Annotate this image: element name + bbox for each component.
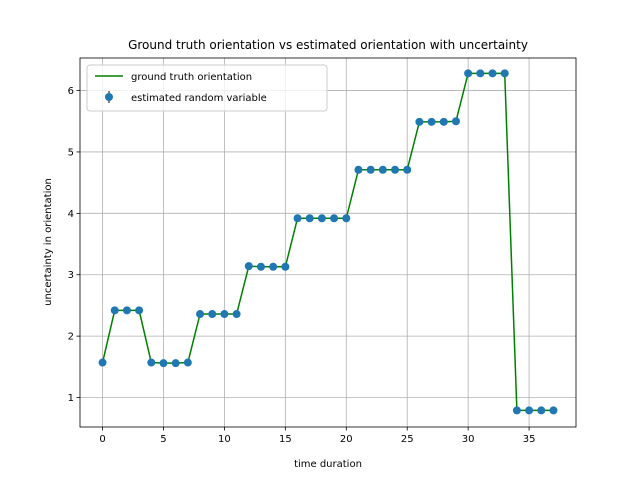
grid	[80, 58, 576, 427]
legend: ground truth orientation estimated rando…	[86, 64, 328, 112]
estimated-point	[451, 117, 460, 126]
x-axis-label: time duration	[294, 459, 362, 470]
y-tick-label: 5	[68, 147, 74, 158]
y-tick-label: 4	[68, 209, 74, 220]
x-tick-label: 20	[340, 434, 353, 445]
estimated-point	[391, 165, 400, 174]
estimated-point	[110, 306, 119, 315]
legend-label-ground-truth: ground truth orientation	[131, 72, 252, 83]
estimated-point	[415, 117, 424, 126]
y-tick-label: 3	[68, 270, 74, 281]
estimated-point	[196, 310, 205, 319]
legend-box	[86, 64, 328, 112]
y-axis-ticks: 1 2 3 4 5 6	[68, 86, 80, 404]
legend-marker-swatch	[105, 93, 113, 101]
estimated-point	[159, 359, 168, 368]
x-tick-label: 25	[401, 434, 414, 445]
estimated-point	[269, 262, 278, 271]
estimated-point	[439, 117, 448, 126]
x-tick-label: 0	[99, 434, 105, 445]
estimated-point	[232, 310, 241, 319]
plot-area	[80, 58, 576, 427]
estimated-point	[293, 214, 302, 223]
estimated-point	[512, 406, 521, 415]
legend-label-estimated: estimated random variable	[131, 93, 267, 104]
estimated-point	[171, 359, 180, 368]
estimated-point	[330, 214, 339, 223]
chart-title: Ground truth orientation vs estimated or…	[128, 38, 528, 52]
estimated-point	[220, 310, 229, 319]
estimated-point	[488, 69, 497, 78]
estimated-point	[122, 306, 131, 315]
y-axis-label: uncertainty in orientation	[43, 178, 54, 306]
estimated-point	[244, 262, 253, 271]
estimated-point	[378, 165, 387, 174]
estimated-point	[135, 306, 144, 315]
estimated-point	[427, 117, 436, 126]
estimated-point	[317, 214, 326, 223]
estimated-point	[147, 358, 156, 367]
y-tick-label: 6	[68, 86, 74, 97]
estimated-point	[305, 214, 314, 223]
x-axis-ticks: 0 5 10 15 20 25 30 35	[99, 427, 535, 445]
estimated-point	[464, 69, 473, 78]
estimated-point	[366, 165, 375, 174]
estimated-point	[183, 358, 192, 367]
estimated-point	[256, 262, 265, 271]
x-tick-label: 5	[160, 434, 166, 445]
estimated-point	[476, 69, 485, 78]
y-tick-label: 1	[68, 393, 74, 404]
estimated-point	[549, 406, 558, 415]
x-tick-label: 10	[218, 434, 231, 445]
estimated-point	[354, 165, 363, 174]
estimated-point	[537, 406, 546, 415]
estimated-point	[403, 165, 412, 174]
estimated-point	[500, 69, 509, 78]
estimated-point	[281, 262, 290, 271]
estimated-point	[208, 310, 217, 319]
estimated-point	[98, 358, 107, 367]
y-tick-label: 2	[68, 332, 74, 343]
x-tick-label: 30	[462, 434, 475, 445]
x-tick-label: 35	[523, 434, 536, 445]
series-layer	[98, 69, 558, 415]
x-tick-label: 15	[279, 434, 292, 445]
estimated-point	[525, 406, 534, 415]
plot-frame	[79, 57, 577, 428]
estimated-point	[342, 214, 351, 223]
